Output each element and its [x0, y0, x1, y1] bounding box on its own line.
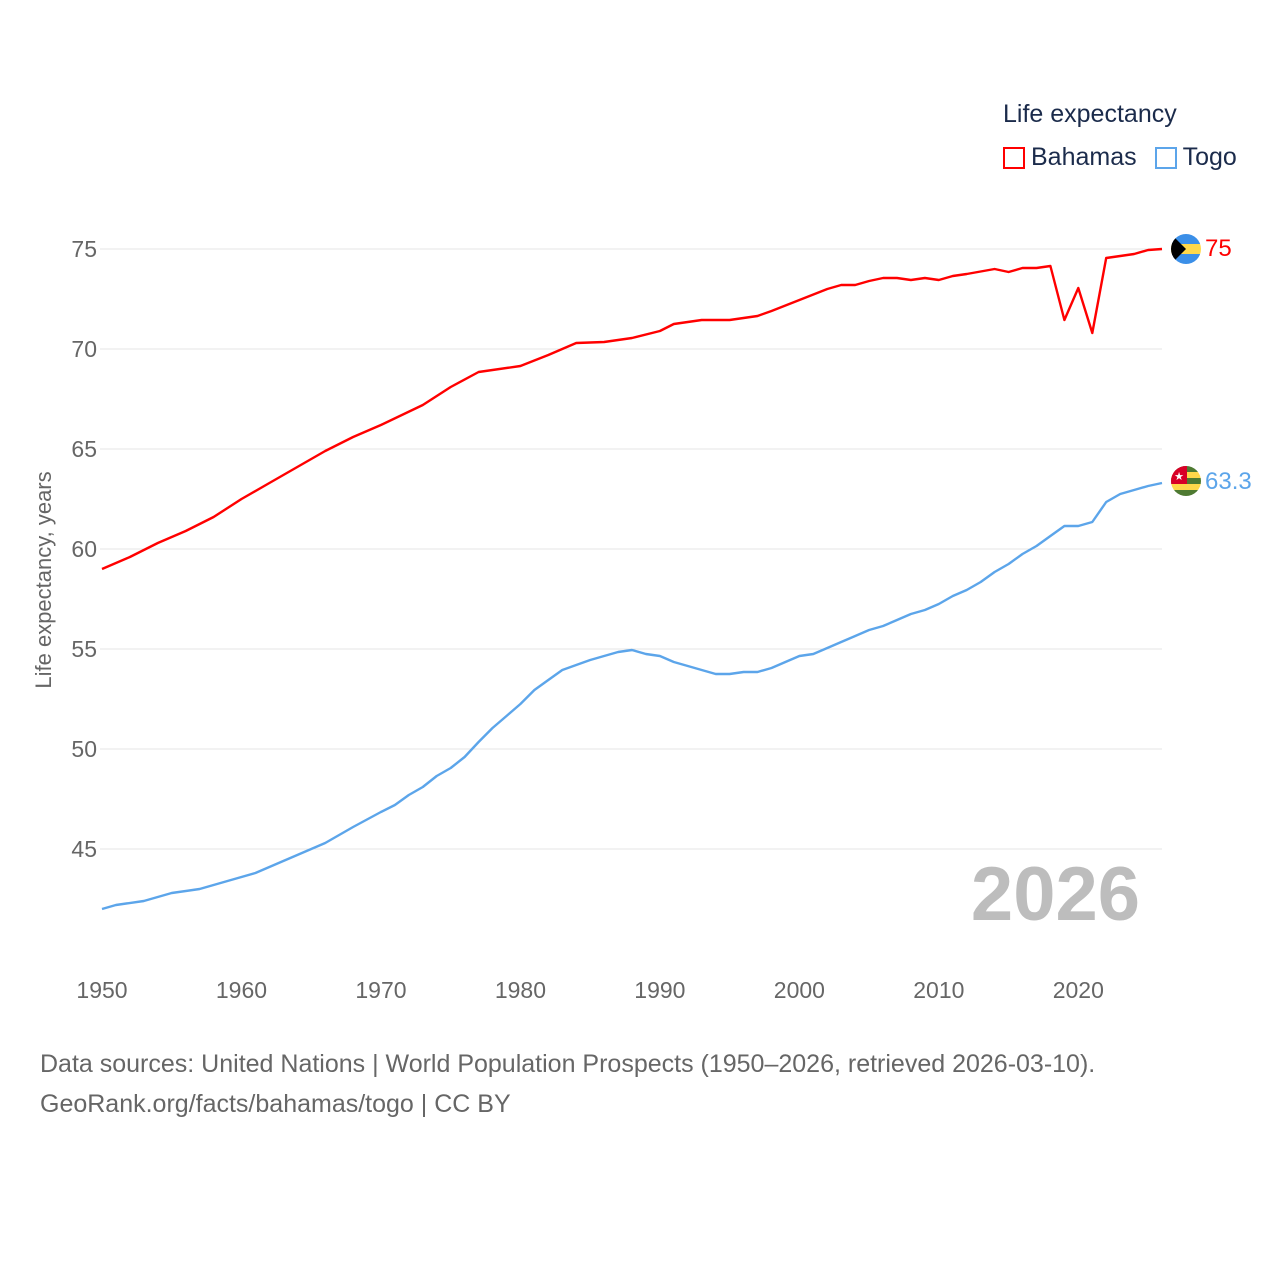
year-watermark: 2026: [971, 852, 1140, 937]
svg-text:★: ★: [1174, 471, 1184, 483]
x-tick-label: 1960: [216, 977, 267, 1003]
y-axis-label: Life expectancy, years: [31, 471, 56, 688]
x-tick-labels: 1950 1960 1970 1980 1990 2000 2010 2020: [76, 977, 1103, 1003]
y-tick-label: 65: [71, 436, 97, 462]
togo-end-label: 63.3: [1205, 468, 1252, 495]
legend: Bahamas Togo: [1003, 143, 1237, 172]
x-tick-label: 1990: [634, 977, 685, 1003]
y-tick-label: 55: [71, 636, 97, 662]
x-tick-label: 2020: [1053, 977, 1104, 1003]
x-tick-label: 1950: [76, 977, 127, 1003]
y-tick-labels: 45 50 55 60 65 70 75: [71, 236, 97, 862]
legend-title: Life expectancy: [1003, 100, 1177, 128]
y-tick-label: 60: [71, 536, 97, 562]
legend-swatch-togo: [1154, 146, 1177, 169]
y-tick-label: 50: [71, 736, 97, 762]
x-tick-label: 1980: [495, 977, 546, 1003]
y-tick-label: 70: [71, 336, 97, 362]
legend-label: Bahamas: [1031, 143, 1137, 171]
legend-item-bahamas[interactable]: Bahamas: [1003, 143, 1137, 172]
togo-flag-icon: ★: [1171, 466, 1201, 496]
legend-swatch-bahamas: [1003, 146, 1025, 169]
x-tick-label: 2010: [913, 977, 964, 1003]
series-lines: [101, 247, 1163, 911]
series-line-togo: [101, 481, 1163, 911]
data-sources: Data sources: United Nations | World Pop…: [40, 1050, 1096, 1078]
series-line-bahamas: [101, 247, 1163, 571]
attribution-link[interactable]: GeoRank.org/facts/bahamas/togo | CC BY: [40, 1090, 511, 1118]
bahamas-flag-icon: [1171, 234, 1201, 264]
y-tick-label: 45: [71, 836, 97, 862]
footer: Data sources: United Nations | World Pop…: [40, 1044, 1095, 1124]
y-tick-label: 75: [71, 236, 97, 262]
bahamas-end-label: 75: [1205, 235, 1232, 262]
x-tick-label: 1970: [355, 977, 406, 1003]
x-tick-label: 2000: [774, 977, 825, 1003]
legend-label: Togo: [1182, 143, 1237, 171]
legend-item-togo[interactable]: Togo: [1154, 143, 1237, 172]
